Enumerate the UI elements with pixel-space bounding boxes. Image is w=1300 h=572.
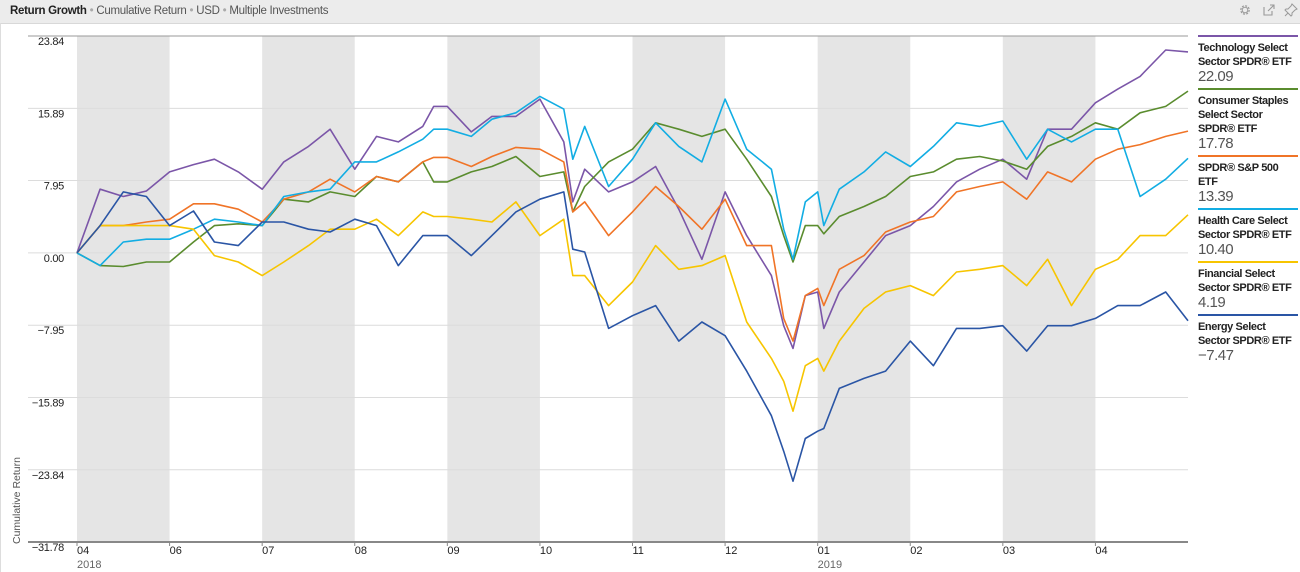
legend-item: Energy Select Sector SPDR® ETF −7.47 bbox=[1198, 314, 1298, 364]
y-tick-label: 7.95 bbox=[44, 181, 64, 193]
legend-series-name: Energy Select Sector SPDR® ETF bbox=[1198, 321, 1292, 347]
separator-dot: • bbox=[189, 5, 194, 17]
legend-last-value: 10.40 bbox=[1198, 241, 1234, 258]
y-axis-label: Cumulative Return bbox=[11, 457, 23, 544]
x-tick-label: 02 bbox=[910, 545, 922, 557]
x-tick-label: 03 bbox=[1003, 545, 1015, 557]
x-tick-label: 04 bbox=[1095, 545, 1107, 557]
y-tick-label: 15.89 bbox=[38, 108, 64, 120]
y-tick-label: −7.95 bbox=[38, 325, 65, 337]
pin-icon[interactable] bbox=[1283, 3, 1299, 19]
x-tick-label: 09 bbox=[447, 545, 459, 557]
legend-item: Financial Select Sector SPDR® ETF 4.19 bbox=[1198, 261, 1298, 311]
separator-dot: • bbox=[89, 5, 94, 17]
x-year-label: 2019 bbox=[818, 559, 842, 571]
x-tick-label: 06 bbox=[170, 545, 182, 557]
x-tick-label: 07 bbox=[262, 545, 274, 557]
legend-series-name: Financial Select Sector SPDR® ETF bbox=[1198, 268, 1292, 294]
month-band bbox=[447, 36, 540, 542]
x-tick-label: 12 bbox=[725, 545, 737, 557]
x-tick-label: 10 bbox=[540, 545, 552, 557]
series-line-3 bbox=[76, 95, 1189, 267]
series-line-2 bbox=[76, 130, 1189, 342]
x-tick-label: 11 bbox=[633, 545, 644, 557]
separator-dot: • bbox=[222, 5, 227, 17]
legend-last-value: 22.09 bbox=[1198, 68, 1234, 85]
y-tick-label: 23.84 bbox=[38, 36, 64, 48]
x-tick-label: 04 bbox=[77, 545, 89, 557]
chart-title-breadcrumb: Return Growth • Cumulative Return • USD • Mult… bbox=[10, 5, 328, 17]
legend-series-name: Health Care Select Sector SPDR® ETF bbox=[1198, 215, 1292, 241]
crumb-return-type: Cumulative Return bbox=[96, 5, 187, 17]
legend-last-value: −7.47 bbox=[1198, 347, 1234, 364]
x-tick-label: 01 bbox=[818, 545, 830, 557]
export-icon[interactable] bbox=[1261, 3, 1277, 19]
series-line-5 bbox=[76, 191, 1189, 483]
chart-title: Return Growth bbox=[10, 5, 87, 17]
crumb-investments: Multiple Investments bbox=[229, 5, 329, 17]
series-line-4 bbox=[76, 201, 1189, 413]
legend-series-name: Technology Select Sector SPDR® ETF bbox=[1198, 42, 1292, 68]
y-tick-label: −23.84 bbox=[32, 470, 64, 482]
legend-item: Technology Select Sector SPDR® ETF 22.09 bbox=[1198, 35, 1298, 85]
legend-series-name: SPDR® S&P 500 ETF bbox=[1198, 162, 1279, 188]
line-chart: 04 2018 06 07 08 09 10 11 12 01 2019 02 03 04 23.84 15.… bbox=[11, 35, 1189, 571]
legend-last-value: 13.39 bbox=[1198, 188, 1234, 205]
y-tick-label: −31.78 bbox=[32, 542, 64, 554]
series-line-0 bbox=[76, 49, 1189, 350]
legend-series-name: Consumer Staples Select Sector SPDR® ETF bbox=[1198, 95, 1289, 135]
x-tick-label: 08 bbox=[355, 545, 367, 557]
legend: Technology Select Sector SPDR® ETF 22.09 C… bbox=[1198, 35, 1298, 367]
y-tick-label: −15.89 bbox=[32, 397, 64, 409]
y-tick-label: 0.00 bbox=[44, 253, 64, 265]
month-band bbox=[77, 36, 170, 542]
frame-border bbox=[0, 23, 1, 572]
x-year-label: 2018 bbox=[77, 559, 101, 571]
month-band bbox=[262, 36, 355, 542]
legend-last-value: 4.19 bbox=[1198, 294, 1226, 311]
settings-gear-icon[interactable] bbox=[1237, 3, 1253, 19]
chart-header: Return Growth • Cumulative Return • USD • Mult… bbox=[0, 0, 1300, 24]
legend-item: Consumer Staples Select Sector SPDR® ETF… bbox=[1198, 88, 1298, 152]
crumb-currency: USD bbox=[196, 5, 220, 17]
legend-item: SPDR® S&P 500 ETF 13.39 bbox=[1198, 155, 1298, 205]
legend-last-value: 17.78 bbox=[1198, 135, 1234, 152]
legend-item: Health Care Select Sector SPDR® ETF 10.40 bbox=[1198, 208, 1298, 258]
month-band bbox=[632, 36, 726, 542]
